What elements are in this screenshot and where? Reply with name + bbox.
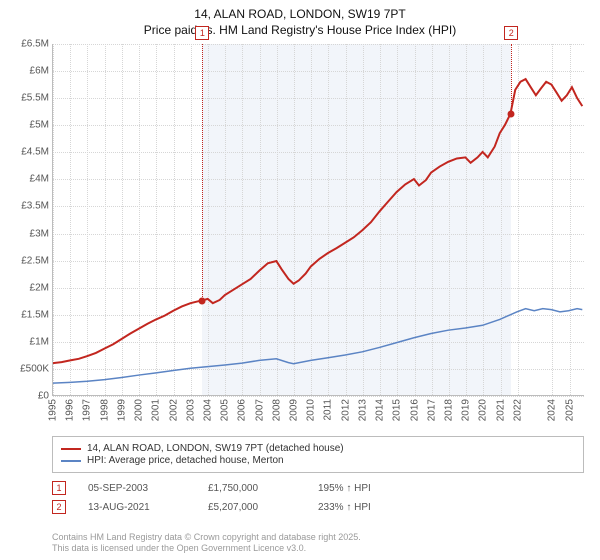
x-tick-label: 1996: [65, 399, 76, 421]
y-tick-label: £4.5M: [21, 147, 49, 158]
chart-marker-2: 2: [504, 26, 518, 40]
x-tick-label: 2022: [512, 399, 523, 421]
x-tick-label: 2003: [185, 399, 196, 421]
y-tick-label: £1.5M: [21, 309, 49, 320]
x-tick-label: 1997: [82, 399, 93, 421]
x-tick-label: 2008: [271, 399, 282, 421]
sale-row-1: 1 05-SEP-2003£1,750,000195% ↑ HPI: [52, 481, 428, 495]
x-tick-label: 1999: [116, 399, 127, 421]
y-tick-label: £2.5M: [21, 255, 49, 266]
y-tick-label: £1M: [30, 336, 49, 347]
sale-point-2: [508, 111, 515, 118]
sale-hpi: 233% ↑ HPI: [318, 502, 428, 513]
x-tick-label: 2016: [409, 399, 420, 421]
x-tick-label: 2006: [237, 399, 248, 421]
sale-price: £1,750,000: [208, 483, 318, 494]
x-tick-label: 2021: [495, 399, 506, 421]
sale-date: 13-AUG-2021: [88, 502, 208, 513]
x-tick-label: 2017: [426, 399, 437, 421]
sale-hpi: 195% ↑ HPI: [318, 483, 428, 494]
row-marker-icon: 1: [52, 481, 66, 495]
row-marker-icon: 2: [52, 500, 66, 514]
x-tick-label: 2014: [375, 399, 386, 421]
x-tick-label: 2007: [254, 399, 265, 421]
chart-marker-1: 1: [195, 26, 209, 40]
x-tick-label: 2025: [564, 399, 575, 421]
x-tick-label: 2011: [323, 399, 334, 421]
series-hpi: [53, 309, 582, 383]
x-tick-label: 2018: [443, 399, 454, 421]
y-tick-label: £3M: [30, 228, 49, 239]
x-tick-label: 1995: [48, 399, 59, 421]
price-chart: £0£500K£1M£1.5M£2M£2.5M£3M£3.5M£4M£4.5M£…: [52, 44, 584, 396]
x-tick-label: 2005: [220, 399, 231, 421]
x-tick-label: 2009: [289, 399, 300, 421]
y-tick-label: £6.5M: [21, 39, 49, 50]
y-tick-label: £500K: [20, 363, 49, 374]
y-tick-label: £5M: [30, 120, 49, 131]
x-tick-label: 2012: [340, 399, 351, 421]
x-tick-label: 2020: [478, 399, 489, 421]
y-tick-label: £5.5M: [21, 93, 49, 104]
x-tick-label: 2013: [357, 399, 368, 421]
x-tick-label: 1998: [99, 399, 110, 421]
x-tick-label: 2004: [202, 399, 213, 421]
sale-price: £5,207,000: [208, 502, 318, 513]
x-tick-label: 2015: [392, 399, 403, 421]
y-tick-label: £3.5M: [21, 201, 49, 212]
sale-points-table: 1 05-SEP-2003£1,750,000195% ↑ HPI 2 13-AUG-…: [52, 476, 428, 519]
sale-date: 05-SEP-2003: [88, 483, 208, 494]
attribution-line-1: Contains HM Land Registry data © Crown c…: [52, 532, 361, 543]
title-line-1: 14, ALAN ROAD, LONDON, SW19 7PT: [0, 6, 600, 22]
sale-point-1: [199, 298, 206, 305]
legend-swatch-subject: [61, 448, 81, 450]
x-tick-label: 2001: [151, 399, 162, 421]
y-tick-label: £6M: [30, 66, 49, 77]
x-tick-label: 2010: [306, 399, 317, 421]
y-tick-label: £4M: [30, 174, 49, 185]
attribution-line-2: This data is licensed under the Open Gov…: [52, 543, 361, 554]
attribution: Contains HM Land Registry data © Crown c…: [52, 532, 361, 555]
legend-swatch-hpi: [61, 460, 81, 462]
sale-row-2: 2 13-AUG-2021£5,207,000233% ↑ HPI: [52, 500, 428, 514]
x-tick-label: 2002: [168, 399, 179, 421]
x-tick-label: 2019: [461, 399, 472, 421]
series-subject: [53, 79, 582, 363]
y-tick-label: £2M: [30, 282, 49, 293]
legend: 14, ALAN ROAD, LONDON, SW19 7PT (detache…: [52, 436, 584, 473]
x-tick-label: 2024: [547, 399, 558, 421]
legend-label-subject: 14, ALAN ROAD, LONDON, SW19 7PT (detache…: [87, 443, 344, 454]
legend-label-hpi: HPI: Average price, detached house, Mert…: [87, 455, 284, 466]
x-tick-label: 2000: [134, 399, 145, 421]
